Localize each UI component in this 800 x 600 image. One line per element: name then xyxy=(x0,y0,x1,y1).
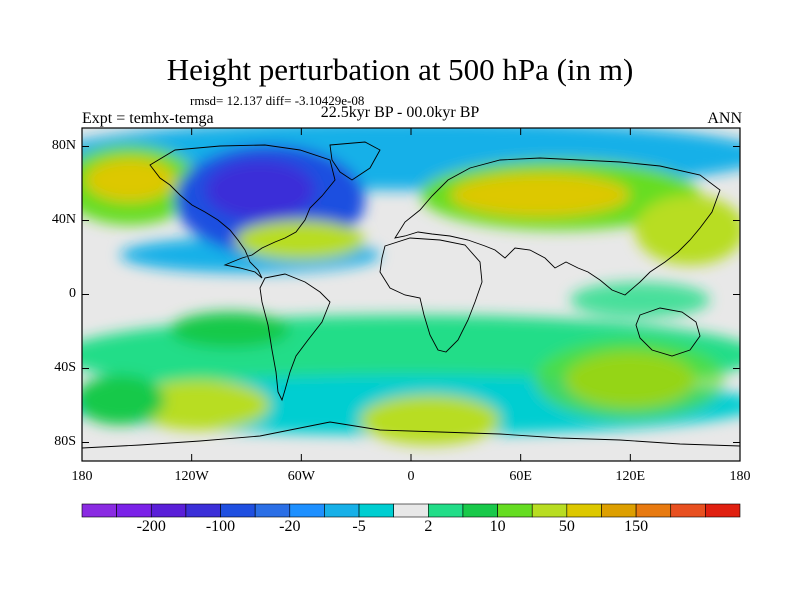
greenland-coast xyxy=(329,141,381,181)
colorbar-swatch xyxy=(220,503,256,518)
colorbar-swatch xyxy=(428,503,464,518)
lon-tick-label: 180 xyxy=(729,469,751,484)
north-america-coast xyxy=(149,144,336,279)
anomaly-field xyxy=(82,128,740,461)
colorbar xyxy=(81,503,741,518)
s-pacific-high-w xyxy=(82,375,165,425)
lon-tick-label: 180 xyxy=(71,469,93,484)
colorbar-swatch xyxy=(393,503,429,518)
lat-tick-label: 0 xyxy=(69,285,76,301)
lon-tick-label: 0 xyxy=(407,469,415,484)
axis-ticks xyxy=(81,128,741,461)
stats-label: rmsd= 12.137 diff= -3.10429e-08 xyxy=(190,93,365,108)
colorbar-label: -200 xyxy=(136,518,166,535)
n-pacific-high-core xyxy=(85,158,175,202)
lat-tick-label: 40S xyxy=(54,359,76,375)
colorbar-swatch xyxy=(601,503,637,518)
colorbar-swatch xyxy=(497,503,533,518)
colorbar-swatch xyxy=(116,503,152,518)
colorbar-swatch xyxy=(462,503,498,518)
lon-tick-label: 60W xyxy=(287,469,315,484)
lat-tick-label: 40N xyxy=(51,211,76,227)
experiment-label: Expt = temhx-temga xyxy=(82,110,214,127)
tropical-indian-green xyxy=(570,282,710,318)
lat-tick-label: 80S xyxy=(54,433,76,449)
atlantic-high xyxy=(235,220,365,260)
lat-tick-label: 80N xyxy=(51,137,76,153)
lon-tick-label: 120W xyxy=(174,469,209,484)
colorbar-swatch xyxy=(358,503,394,518)
lon-tick-label: 60E xyxy=(509,469,532,484)
colorbar-swatch xyxy=(705,503,741,518)
colorbar-swatch xyxy=(254,503,291,518)
colorbar-swatch xyxy=(670,503,706,518)
eurasia-high-core xyxy=(450,173,630,217)
colorbar-swatch xyxy=(150,503,187,518)
s-pacific-high xyxy=(130,380,270,430)
nw-pacific-high xyxy=(635,195,740,265)
n-america-low-core xyxy=(205,160,315,220)
colorbar-label: 2 xyxy=(424,518,433,535)
map-title: Height perturbation at 500 hPa (in m) xyxy=(166,52,634,87)
eurasia-coast xyxy=(394,157,721,296)
s-atlantic-high xyxy=(360,395,500,445)
colorbar-swatch xyxy=(531,503,568,518)
colorbar-label: -100 xyxy=(205,518,236,535)
colorbar-label: 50 xyxy=(558,518,575,535)
colorbar-swatch xyxy=(566,503,602,518)
colorbar-label: 10 xyxy=(489,518,506,535)
s-america-high xyxy=(170,312,290,348)
lon-tick-label: 120E xyxy=(615,469,646,484)
colorbar-label: -20 xyxy=(279,518,301,535)
colorbar-label: 150 xyxy=(624,518,649,535)
colorbar-swatch xyxy=(81,503,117,518)
colorbar-swatch xyxy=(185,503,221,518)
australia-coast xyxy=(635,307,701,357)
antarctica-coast xyxy=(82,421,740,449)
south-america-coast xyxy=(259,273,331,402)
africa-coast xyxy=(379,237,483,353)
colorbar-swatch xyxy=(635,503,672,518)
colorbar-label: -5 xyxy=(352,518,366,535)
season-label: ANN xyxy=(707,110,742,127)
colorbar-swatch xyxy=(289,503,325,518)
colorbar-swatch xyxy=(324,503,360,518)
s-indian-band xyxy=(535,340,725,420)
coastlines xyxy=(82,141,740,449)
period-label: 22.5kyr BP - 00.0kyr BP xyxy=(320,104,480,121)
